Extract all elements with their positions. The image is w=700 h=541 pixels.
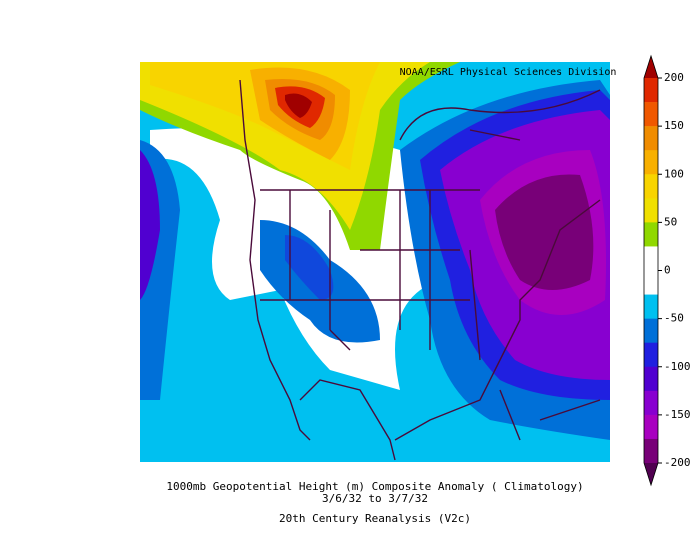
colorbar-band: [644, 198, 658, 223]
colorbar-band: [644, 150, 658, 175]
colorbar-band: [644, 366, 658, 392]
colorbar-tick-label: 150: [664, 119, 684, 132]
colorbar-tick-label: 100: [664, 167, 684, 180]
anomaly-map: [140, 62, 610, 462]
colorbar-band: [644, 222, 658, 247]
credit: NOAA/ESRL Physical Sciences Division: [400, 67, 617, 78]
colorbar-band: [644, 102, 658, 127]
colorbar-band: [644, 126, 658, 151]
colorbar-tick-label: 0: [664, 264, 671, 277]
colorbar-under: [644, 463, 658, 485]
colorbar-band: [644, 414, 658, 440]
colorbar-band: [644, 270, 658, 295]
caption-title: 1000mb Geopotential Height (m) Composite…: [166, 480, 583, 493]
caption-dates: 3/6/32 to 3/7/32: [322, 492, 428, 505]
colorbar-tick-label: -150: [664, 408, 691, 421]
colorbar-band: [644, 78, 658, 103]
colorbar-band: [644, 294, 658, 319]
colorbar-tick-label: 200: [664, 71, 684, 84]
colorbar-over: [644, 56, 658, 78]
colorbar-band: [644, 390, 658, 416]
colorbar: 200 150 100 50 0 -50 -100 -150 -200: [643, 54, 691, 487]
caption-source: 20th Century Reanalysis (V2c): [279, 512, 471, 525]
colorbar-tick-label: -200: [664, 456, 691, 469]
colorbar-band: [644, 174, 658, 199]
colorbar-band: [644, 342, 658, 368]
colorbar-tick-label: -100: [664, 360, 691, 373]
colorbar-tick-label: 50: [664, 215, 677, 228]
colorbar-band: [644, 438, 658, 464]
colorbar-band: [644, 318, 658, 343]
colorbar-tick-label: -50: [664, 312, 684, 325]
colorbar-band: [644, 246, 658, 271]
